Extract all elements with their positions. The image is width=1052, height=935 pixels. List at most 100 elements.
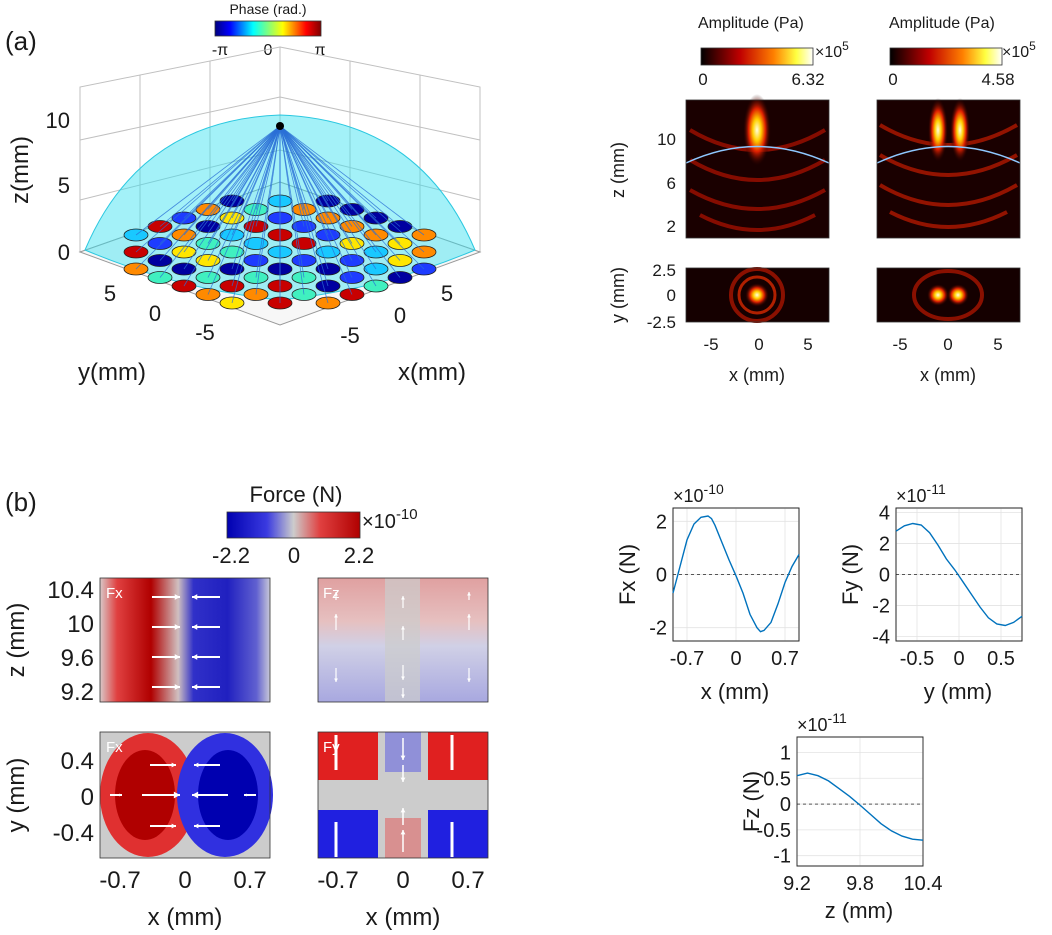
- ytick-label: 0.5: [763, 768, 791, 790]
- fx-xy-xtick-0: 0: [178, 867, 191, 894]
- amp-right-xtick-neg5: -5: [892, 335, 907, 354]
- force-arrow: [400, 738, 406, 760]
- ytick-label: 0: [879, 565, 890, 587]
- amp-right-xy-map: [876, 267, 1021, 323]
- force-arrow: [110, 793, 122, 797]
- ray-line: [159, 125, 281, 227]
- ray-line: [279, 125, 425, 236]
- ray-line: [255, 125, 281, 295]
- fx-xy-ytick-neg0.4: -0.4: [53, 820, 94, 847]
- amp-xy-ylabel: y (mm): [608, 267, 628, 323]
- ray-line: [279, 125, 353, 261]
- fx-xy-tag: Fx: [106, 739, 123, 756]
- amp-right-xlabel: x (mm): [920, 365, 976, 385]
- amp-left-bar: [700, 47, 814, 66]
- force-arrow: [401, 665, 405, 680]
- ray-line: [159, 125, 281, 278]
- fz-xz-tag: Fz: [323, 585, 340, 602]
- ray-line: [135, 125, 281, 253]
- ray-line: [135, 125, 281, 236]
- force-arrow: [152, 594, 180, 600]
- transducer-element: [291, 254, 317, 267]
- amp-right-xz-map: [876, 98, 1021, 239]
- ray-line: [279, 125, 329, 304]
- ray-bundle: [135, 125, 425, 304]
- amp-right-xy-lobe-right: [947, 284, 969, 306]
- phase-tick-mid: 0: [264, 42, 273, 59]
- xaxis-label: z (mm): [825, 898, 893, 923]
- force-arrow: [401, 626, 405, 640]
- fy-xy-xtick-0: 0: [396, 867, 409, 894]
- fx-xz-ytick-10: 10: [67, 611, 94, 638]
- force-arrow: [150, 823, 176, 829]
- amp-xy-ytick-mid: 0: [667, 286, 676, 305]
- panel-b-label: (b): [5, 487, 37, 517]
- fx-xy-arrows: [110, 762, 256, 829]
- phase-tick-min: -π: [212, 42, 228, 59]
- xtick-label: -0.7: [670, 648, 704, 670]
- phase-colorbar: Phase (rad.) -π 0 π: [212, 1, 326, 59]
- fx-xy-xtick-0.7: 0.7: [233, 867, 266, 894]
- amp-left-xz-surface-line: [685, 145, 830, 164]
- amp-right-xy-lobe-left: [927, 284, 949, 306]
- force-arrow: [467, 614, 471, 630]
- force-arrow: [152, 684, 180, 690]
- force-map-fz-xz: Fz: [317, 577, 489, 703]
- yaxis-label: Fy (N): [838, 544, 863, 605]
- amp-left-title: Amplitude (Pa): [698, 15, 804, 32]
- amp-left-xz-focus: [743, 94, 771, 166]
- amp-right-bar: [889, 47, 1003, 66]
- transducer-element: [291, 237, 317, 250]
- xtick-neg5: -5: [340, 323, 360, 348]
- amp-right-xtick-5: 5: [993, 335, 1002, 354]
- ytick-label: 4: [879, 503, 890, 525]
- ytick-label: -0.5: [757, 820, 791, 842]
- fx-xy-xtick-neg0.7: -0.7: [99, 867, 140, 894]
- force-arrow: [152, 654, 180, 660]
- force-tick-mid: 0: [288, 543, 300, 568]
- ray-line: [207, 125, 281, 278]
- force-arrow: [401, 596, 405, 608]
- transducer-element: [243, 237, 269, 250]
- ray-line: [279, 125, 353, 227]
- plot-frame: [895, 507, 1023, 642]
- line-chart-fx_vs_x: -0.7 0 0.7 2 0 -2 ×10-10 x (mm) Fx (N): [615, 481, 800, 704]
- amp-xz-ytick-10: 10: [657, 130, 676, 149]
- force-arrow: [194, 762, 220, 768]
- amp-right-max: 4.58: [981, 70, 1014, 89]
- xtick-label: -0.5: [900, 648, 934, 670]
- force-arrow: [334, 668, 338, 682]
- ztick-0: 0: [58, 240, 70, 265]
- ytick-label: 0: [656, 565, 667, 587]
- line-chart-fz_vs_z: 9.2 9.8 10.4 1 0.5 0 -0.5 -1 ×10-11 z (mm) Fz (N): [739, 710, 942, 923]
- amp-left-colorbar: Amplitude (Pa) ×105 0 6.32: [698, 15, 849, 89]
- ray-line: [279, 125, 305, 295]
- force-arrow: [192, 791, 228, 799]
- ytick-label: 0: [780, 794, 791, 816]
- amp-left-xz-fringes: [688, 128, 827, 232]
- series-line-Fx: [672, 515, 800, 633]
- ytick-label: -2: [649, 618, 667, 640]
- xtick-label: 10.4: [904, 873, 943, 895]
- fy-xy-xtick-0.7: 0.7: [451, 867, 484, 894]
- ray-line: [183, 125, 281, 270]
- amp-right-title: Amplitude (Pa): [889, 15, 995, 32]
- ray-line: [279, 125, 425, 253]
- yaxis-label: y(mm): [78, 359, 146, 386]
- force-arrow: [142, 791, 180, 799]
- amp-xy-ytick-top: 2.5: [652, 261, 676, 280]
- amp-xy-ytick-bot: -2.5: [647, 313, 676, 332]
- amp-right-exp: ×105: [1002, 39, 1036, 61]
- ytick-label: -4: [872, 626, 890, 648]
- fy-xy-xlabel: x (mm): [366, 904, 441, 931]
- ray-line: [207, 125, 281, 261]
- xtick-label: 0.7: [771, 648, 799, 670]
- amp-left-exp: ×105: [815, 39, 849, 61]
- force-arrow: [192, 594, 220, 600]
- force-arrow: [467, 668, 471, 682]
- xtick-label: 9.2: [783, 873, 811, 895]
- ztick-10: 10: [46, 108, 70, 133]
- xaxis-label: x(mm): [398, 359, 466, 386]
- force-tick-max: 2.2: [344, 543, 375, 568]
